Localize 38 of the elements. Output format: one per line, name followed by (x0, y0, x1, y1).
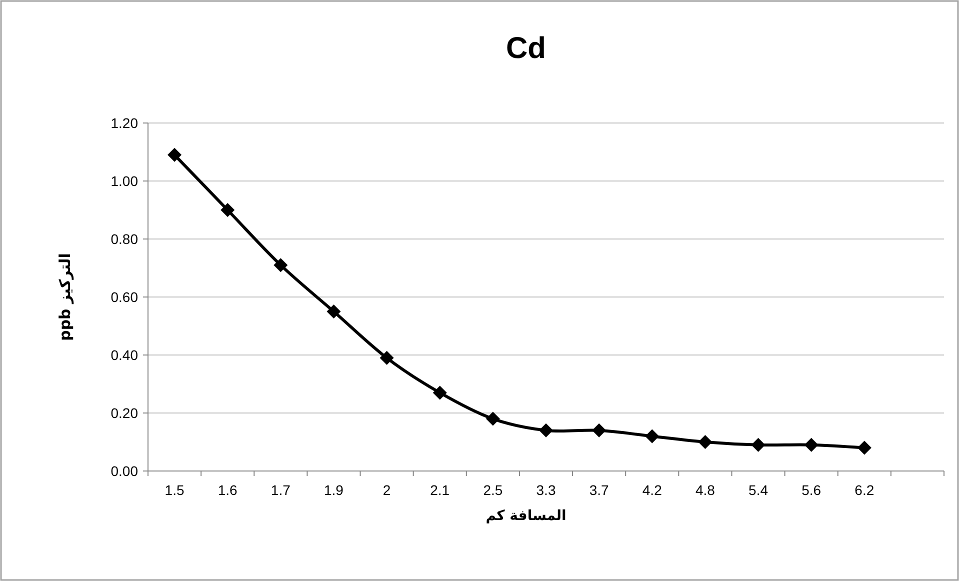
chart-title: Cd (506, 32, 546, 65)
point (274, 258, 288, 272)
x-tick-label: 1.6 (218, 482, 238, 498)
point (168, 148, 182, 162)
point (539, 423, 553, 438)
point (592, 423, 606, 438)
y-tick-label: 0.20 (110, 405, 138, 421)
x-tick-label: 2.1 (430, 482, 450, 498)
x-tick-label: 5.6 (802, 482, 822, 498)
point (804, 438, 818, 452)
point (220, 203, 235, 217)
y-tick-label: 0.60 (110, 289, 138, 305)
x-tick-label: 6.2 (854, 482, 874, 498)
y-tick-label: 0.40 (110, 347, 138, 363)
x-tick-label: 1.9 (324, 482, 344, 498)
x-tick-label: 3.3 (536, 482, 556, 498)
y-axis-title: التركيز ppb (56, 253, 74, 341)
x-tick-label: 5.4 (748, 482, 768, 498)
point (380, 350, 394, 365)
point (857, 440, 872, 455)
y-tick-label: 0.00 (110, 463, 138, 479)
x-tick-label: 2 (382, 482, 391, 498)
point (751, 438, 766, 452)
point (698, 435, 712, 449)
x-tick-label: 3.7 (589, 482, 610, 498)
y-tick-label: 1.20 (110, 115, 138, 131)
x-tick-label: 2.5 (483, 482, 503, 498)
point (486, 412, 500, 426)
x-tick-label: 1.7 (270, 482, 291, 498)
point (326, 304, 341, 318)
x-axis-title: المسافة كم (486, 508, 566, 524)
point (432, 386, 447, 400)
x-tick-label: 4.8 (695, 482, 716, 498)
x-tick-label: 4.2 (642, 482, 662, 498)
y-tick-label: 1.00 (110, 173, 138, 189)
y-tick-label: 0.80 (110, 231, 138, 247)
x-tick-label: 1.5 (164, 482, 184, 498)
point (645, 429, 660, 444)
